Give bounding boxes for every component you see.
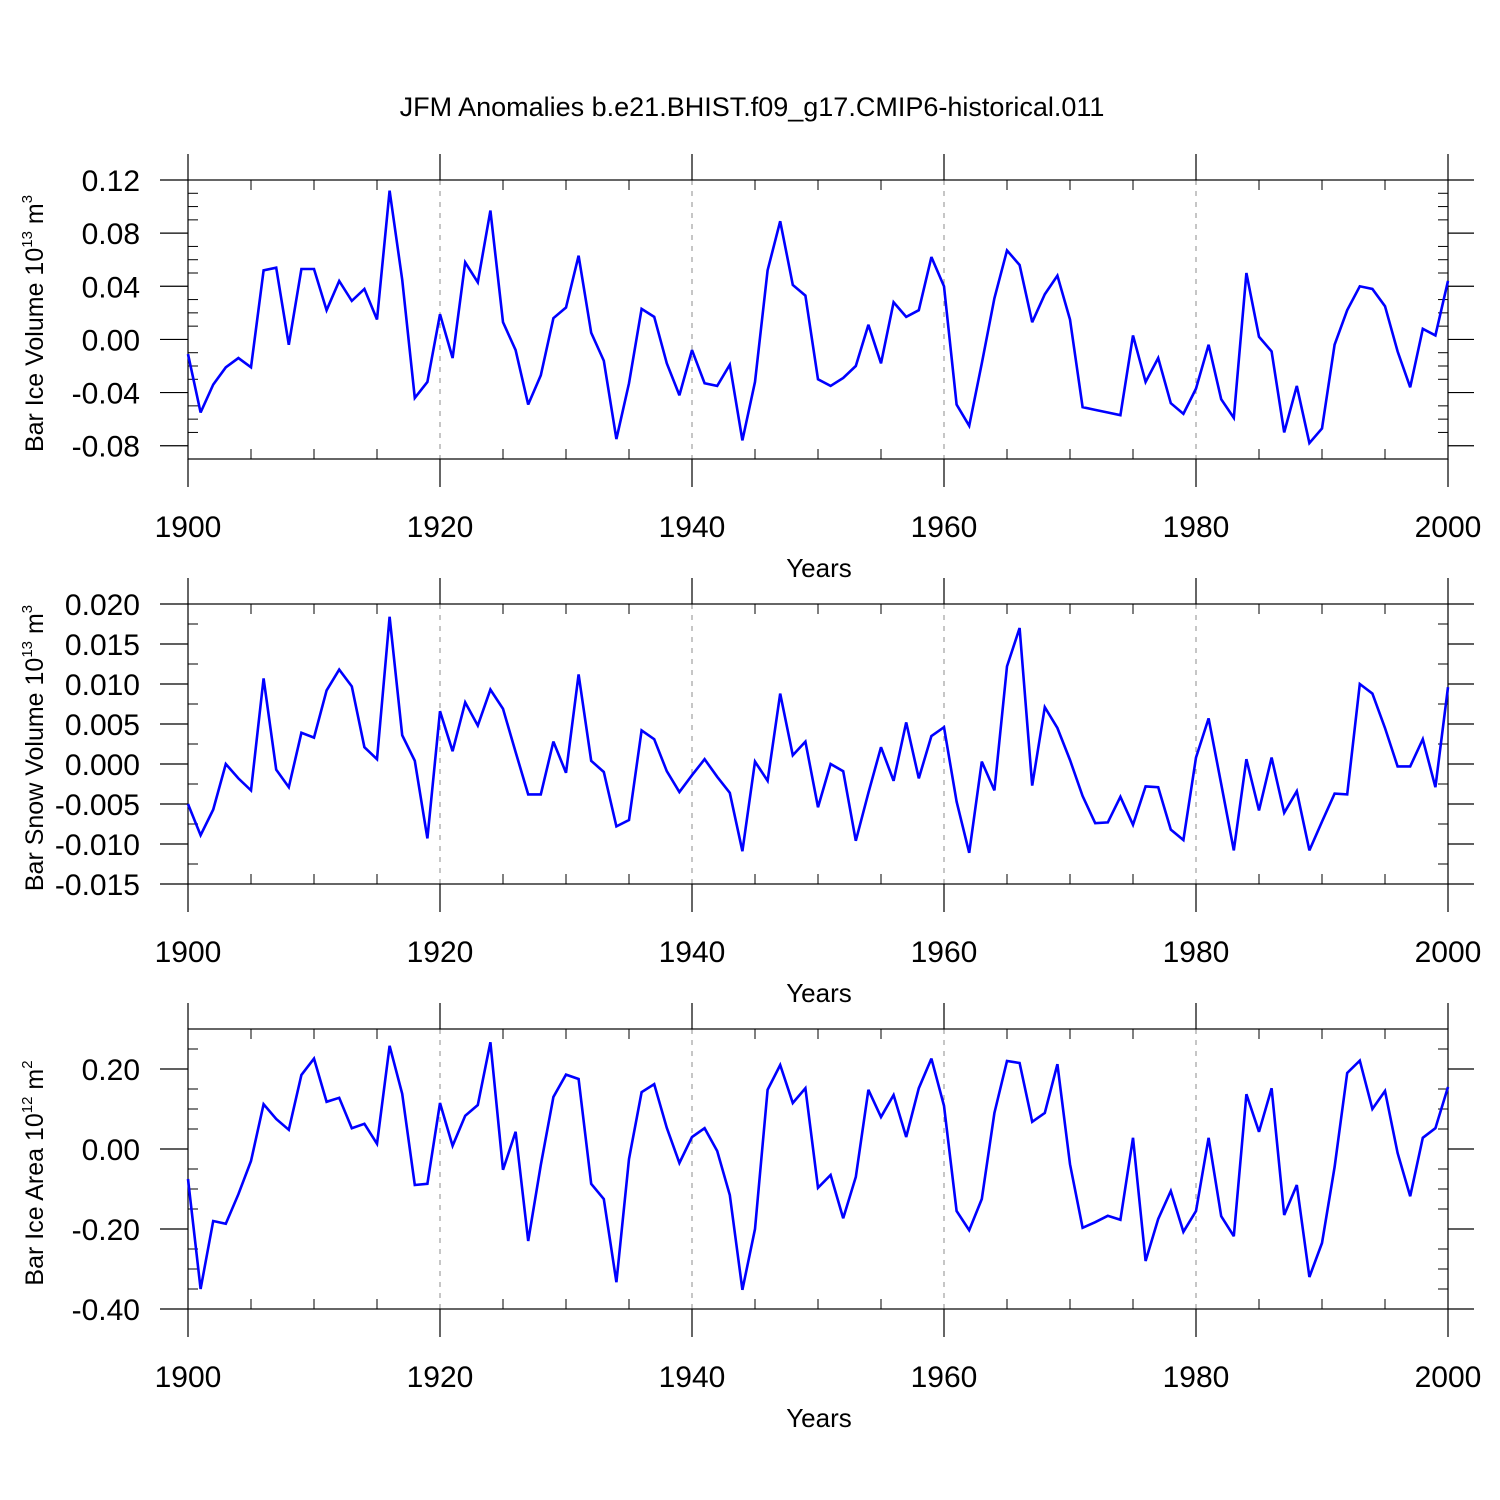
y-tick-label: -0.005 xyxy=(55,789,140,822)
x-tick-label: 1980 xyxy=(1163,936,1230,969)
plot-frame xyxy=(187,1028,1449,1310)
x-tick-label: 1900 xyxy=(155,936,222,969)
x-axis-label: Years xyxy=(786,553,852,583)
y-tick-label: 0.005 xyxy=(65,709,140,742)
chart-title: JFM Anomalies b.e21.BHIST.f09_g17.CMIP6-… xyxy=(400,92,1105,122)
y-tick-label: -0.015 xyxy=(55,869,140,902)
x-tick-label: 2000 xyxy=(1415,511,1482,544)
y-axis-label: Bar Ice Volume 1013 m3 xyxy=(19,195,49,452)
x-tick-label: 1940 xyxy=(659,936,726,969)
x-tick-label: 1920 xyxy=(407,936,474,969)
y-tick-label: 0.010 xyxy=(65,669,140,702)
y-tick-label: 0.00 xyxy=(82,1134,140,1167)
y-tick-label: -0.04 xyxy=(72,378,140,411)
y-tick-label: -0.08 xyxy=(72,431,140,464)
x-tick-label: 1980 xyxy=(1163,511,1230,544)
series-line-bar-snow-volume xyxy=(186,616,1450,854)
x-tick-label: 1960 xyxy=(911,1361,978,1394)
y-tick-label: 0.00 xyxy=(82,324,140,357)
y-tick-label: -0.010 xyxy=(55,829,140,862)
x-tick-label: 2000 xyxy=(1415,1361,1482,1394)
y-tick-label: 0.015 xyxy=(65,629,140,662)
y-tick-label: 0.12 xyxy=(82,165,140,198)
y-axis-label: Bar Snow Volume 1013 m3 xyxy=(19,605,49,891)
x-axis-label: Years xyxy=(786,978,852,1008)
y-tick-label: 0.000 xyxy=(65,749,140,782)
x-tick-label: 2000 xyxy=(1415,936,1482,969)
plot-frame xyxy=(187,603,1449,885)
y-tick-label: 0.020 xyxy=(65,589,140,622)
y-tick-label: -0.20 xyxy=(72,1214,140,1247)
y-tick-label: 0.04 xyxy=(82,271,140,304)
y-axis-label: Bar Ice Area 1012 m2 xyxy=(19,1060,49,1285)
x-tick-label: 1940 xyxy=(659,511,726,544)
x-axis-label: Years xyxy=(786,1403,852,1433)
x-tick-label: 1960 xyxy=(911,936,978,969)
y-tick-label: 0.20 xyxy=(82,1054,140,1087)
series-line-bar-ice-area xyxy=(186,1041,1450,1291)
panel-1: 0.12 0.08 0.04 0.00 -0.04 -0.08 1900 1920 1940 19… xyxy=(19,154,1481,583)
panels: 0.12 0.08 0.04 0.00 -0.04 -0.08 1900 1920 1940 19… xyxy=(19,154,1481,1433)
x-tick-label: 1900 xyxy=(155,1361,222,1394)
x-tick-label: 1980 xyxy=(1163,1361,1230,1394)
panel-2: 0.020 0.015 0.010 0.005 0.000 -0.005 -0.010 -0.… xyxy=(19,578,1481,1008)
x-tick-label: 1900 xyxy=(155,511,222,544)
panel-3: 0.20 0.00 -0.20 -0.40 1900 1920 1940 1960 1980 20… xyxy=(19,1003,1481,1433)
x-tick-label: 1920 xyxy=(407,511,474,544)
x-tick-label: 1920 xyxy=(407,1361,474,1394)
series-line-bar-ice-volume xyxy=(186,190,1450,446)
x-tick-label: 1940 xyxy=(659,1361,726,1394)
y-tick-label: 0.08 xyxy=(82,218,140,251)
x-tick-label: 1960 xyxy=(911,511,978,544)
y-tick-label: -0.40 xyxy=(72,1294,140,1327)
